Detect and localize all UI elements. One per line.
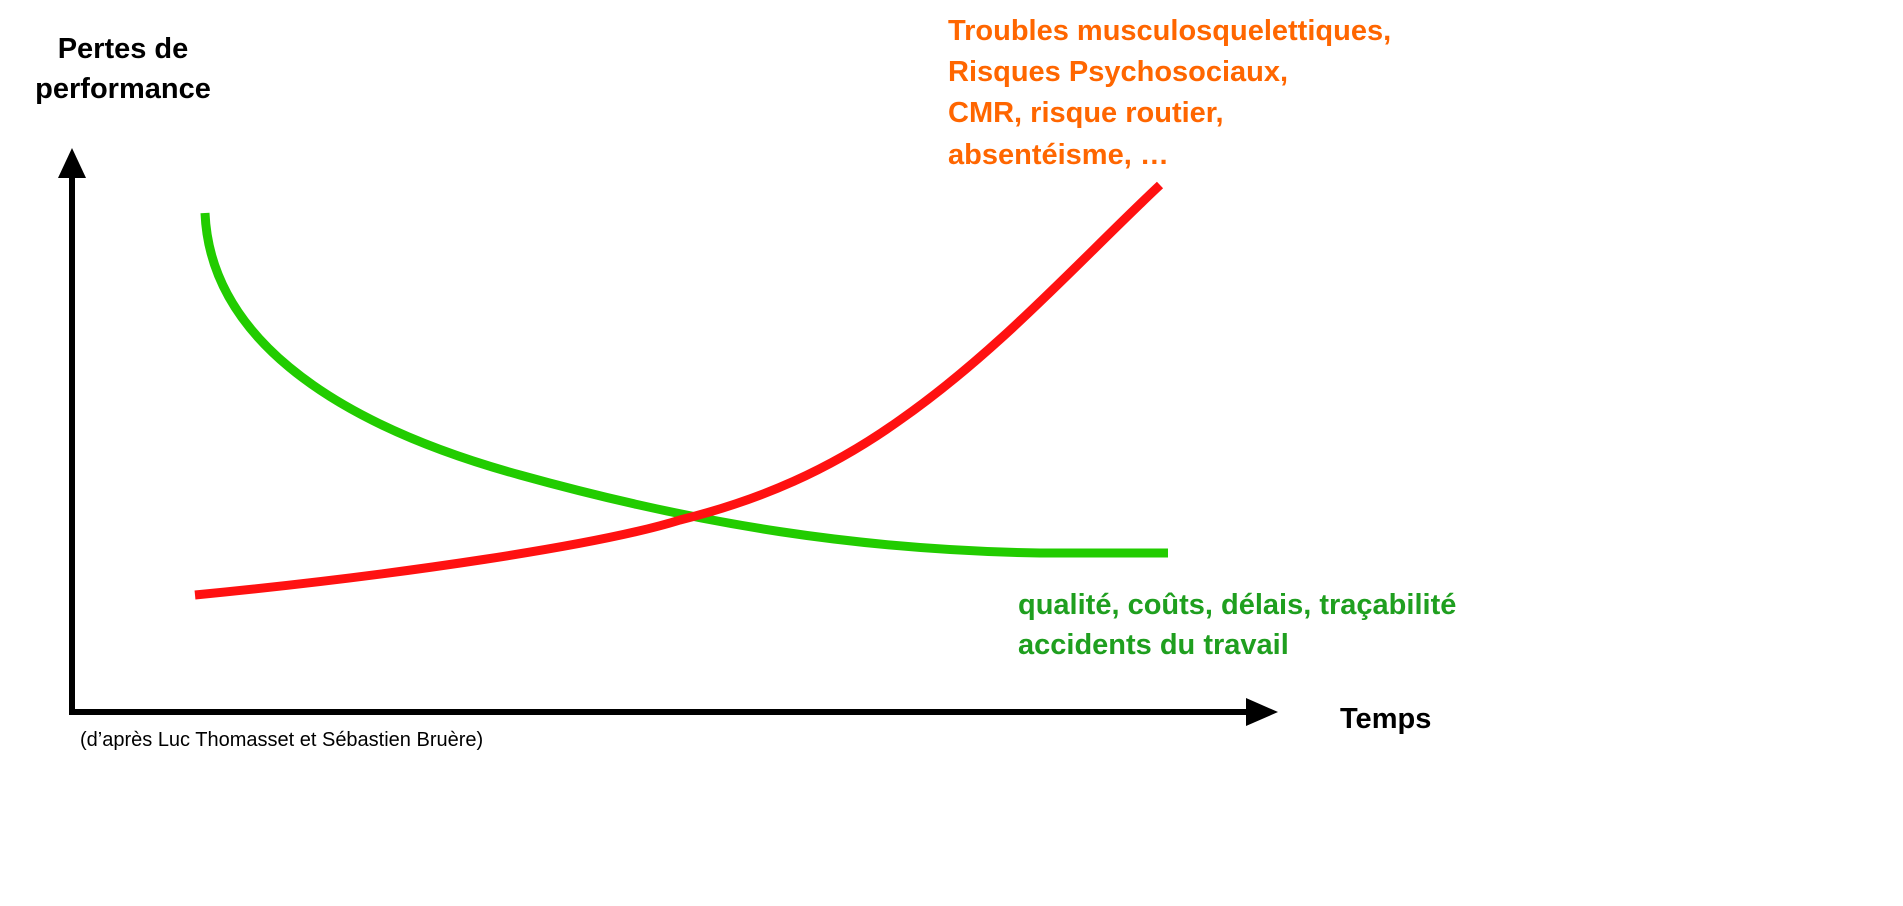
label-line: CMR, risque routier, [948,97,1224,129]
red-curve-label: Troubles musculosquelettiques, Risques P… [948,15,1391,171]
y-axis-arrow [58,148,86,178]
y-axis-label: performance [35,73,211,105]
y-axis-label: Pertes de [58,33,189,65]
label-line: absentéisme, … [948,139,1169,171]
label-line: qualité, coûts, délais, traçabilité [1018,589,1456,621]
label-line: accidents du travail [1018,629,1289,661]
label-line: Risques Psychosociaux, [948,56,1288,88]
x-axis-arrow [1246,698,1278,726]
source-note: (d’après Luc Thomasset et Sébastien Bruè… [80,729,483,751]
x-axis-label: Temps [1340,703,1431,735]
label-line: Troubles musculosquelettiques, [948,15,1391,47]
green-curve [200,212,1168,558]
red-curve [194,181,1164,600]
green-curve-label: qualité, coûts, délais, traçabilité acci… [1018,589,1456,661]
